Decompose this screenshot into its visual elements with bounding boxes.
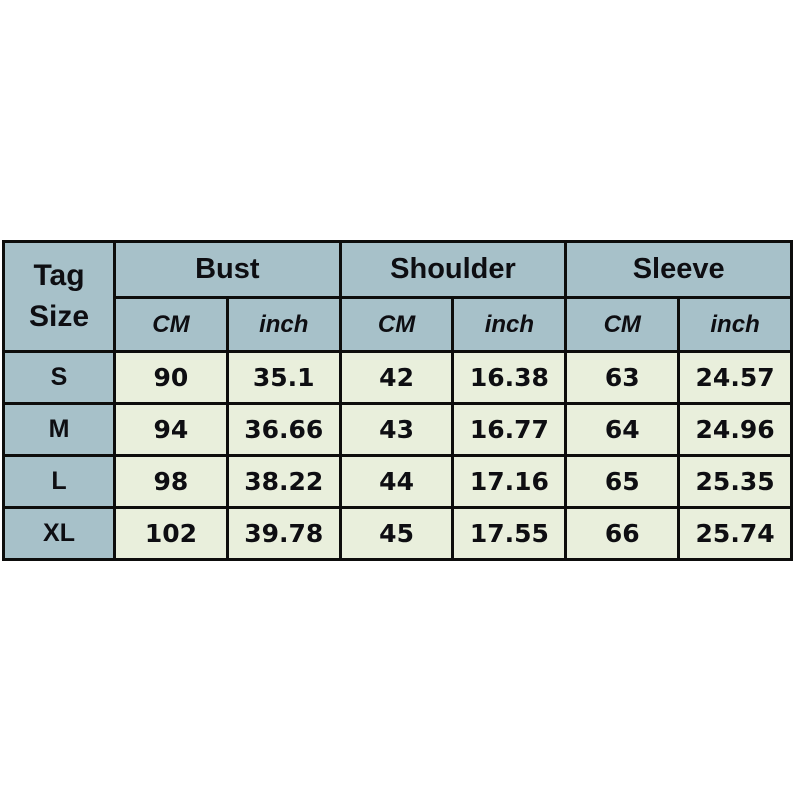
measurement-cell: 38.22 (225, 454, 342, 509)
measurement-cell: 24.96 (677, 402, 793, 457)
measurement-cell: 102 (113, 506, 229, 561)
measurement-cell: 64 (564, 402, 681, 457)
measurement-cell: 25.74 (677, 506, 793, 561)
measurement-cell: 44 (338, 454, 455, 509)
measurement-cell: 90 (113, 350, 229, 405)
measurement-cell: 35.1 (225, 350, 342, 405)
subheader-sleeve-cm: CM (564, 296, 681, 353)
size-row-s: S 90 35.1 42 16.38 63 24.57 (2, 350, 793, 405)
measurement-cell: 42 (338, 350, 455, 405)
measurement-cell: 17.55 (451, 506, 568, 561)
measurement-cell: 24.57 (677, 350, 793, 405)
measurement-cell: 25.35 (677, 454, 793, 509)
measurement-cell: 63 (564, 350, 681, 405)
subheader-bust-inch: inch (225, 296, 342, 353)
size-tag-cell: XL (2, 506, 116, 561)
corner-header-cell: Tag Size (2, 240, 116, 353)
measurement-cell: 36.66 (225, 402, 342, 457)
measurement-cell: 43 (338, 402, 455, 457)
group-header-sleeve: Sleeve (564, 240, 793, 299)
size-row-xl: XL 102 39.78 45 17.55 66 25.74 (2, 506, 793, 561)
measurement-cell: 39.78 (225, 506, 342, 561)
measurement-cell: 98 (113, 454, 229, 509)
group-header-bust: Bust (113, 240, 342, 299)
measurement-cell: 16.77 (451, 402, 568, 457)
size-tag-cell: M (2, 402, 116, 457)
measurement-cell: 17.16 (451, 454, 568, 509)
size-tag-cell: S (2, 350, 116, 405)
group-header-row: Tag Size Bust Shoulder Sleeve (2, 240, 793, 353)
subheader-shoulder-inch: inch (451, 296, 568, 353)
subheader-bust-cm: CM (113, 296, 229, 353)
size-chart-table: Tag Size Bust Shoulder Sleeve CM inch CM… (2, 240, 793, 561)
measurement-cell: 45 (338, 506, 455, 561)
subheader-shoulder-cm: CM (338, 296, 455, 353)
measurement-cell: 65 (564, 454, 681, 509)
size-row-l: L 98 38.22 44 17.16 65 25.35 (2, 454, 793, 509)
measurement-cell: 94 (113, 402, 229, 457)
sub-header-row: CM inch CM inch CM inch (4, 296, 793, 353)
subheader-sleeve-inch: inch (677, 296, 793, 353)
group-header-shoulder: Shoulder (338, 240, 568, 299)
measurement-cell: 66 (564, 506, 681, 561)
size-tag-cell: L (2, 454, 116, 509)
size-row-m: M 94 36.66 43 16.77 64 24.96 (2, 402, 793, 457)
measurement-cell: 16.38 (451, 350, 568, 405)
